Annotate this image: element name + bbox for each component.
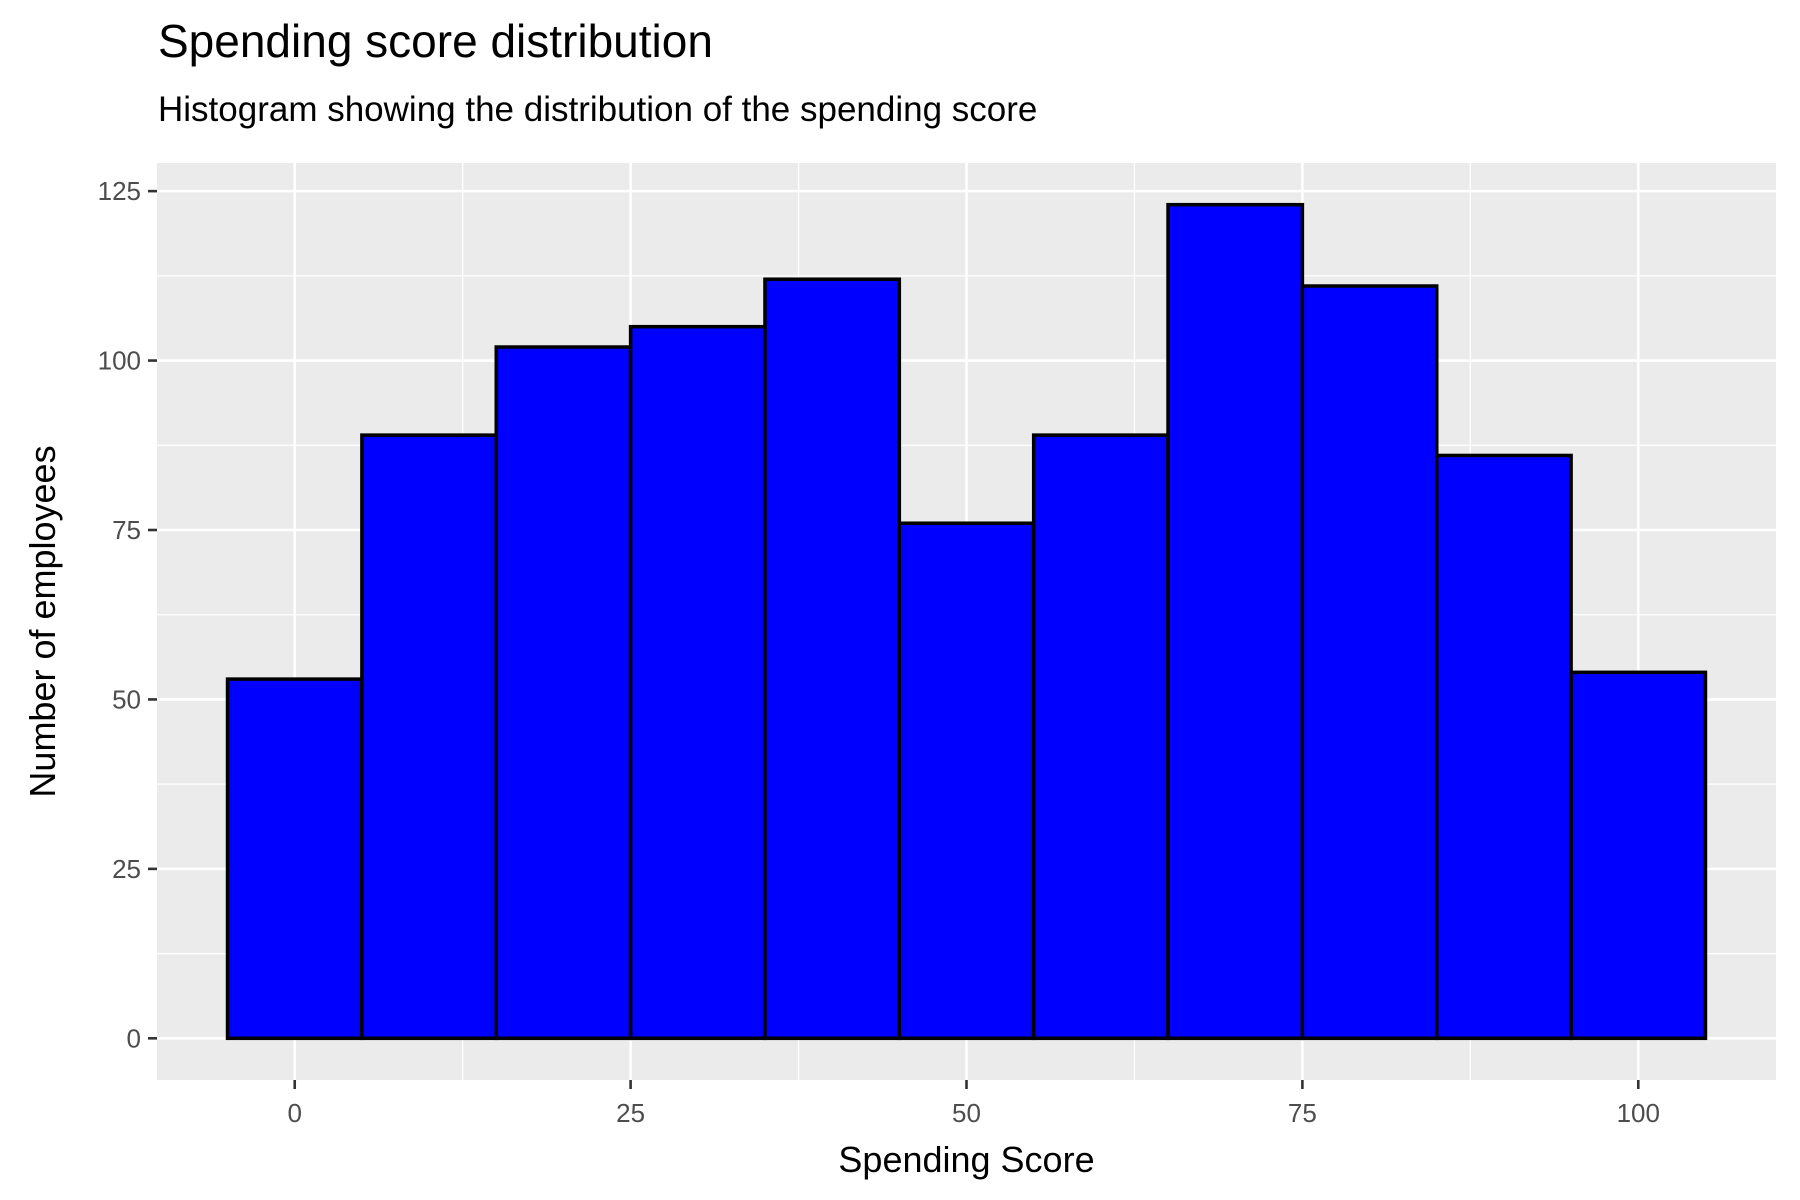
histogram-bar bbox=[494, 345, 633, 1041]
histogram-bar bbox=[897, 521, 1036, 1041]
y-tick-label: 125 bbox=[98, 176, 141, 206]
chart-title: Spending score distribution bbox=[158, 15, 713, 67]
histogram-bar bbox=[1300, 284, 1439, 1041]
histogram-bar bbox=[1569, 670, 1708, 1041]
y-tick-label: 0 bbox=[127, 1023, 141, 1053]
x-axis-title: Spending Score bbox=[838, 1139, 1094, 1180]
x-tick-label: 100 bbox=[1617, 1098, 1660, 1128]
y-axis-title: Number of employees bbox=[22, 445, 63, 797]
y-tick-label: 75 bbox=[112, 515, 141, 545]
histogram-bar bbox=[1166, 202, 1305, 1041]
axes: 0 25 50 75 100 0 25 50 75 100 125 bbox=[98, 176, 1660, 1128]
histogram-bar bbox=[360, 433, 499, 1041]
histogram-bar bbox=[628, 324, 767, 1041]
x-tick-label: 50 bbox=[952, 1098, 981, 1128]
histogram-bar bbox=[225, 677, 364, 1041]
bars bbox=[225, 202, 1708, 1041]
y-tick-label: 50 bbox=[112, 684, 141, 714]
y-tick-label: 25 bbox=[112, 854, 141, 884]
histogram-bar bbox=[1031, 433, 1170, 1041]
x-tick-label: 0 bbox=[287, 1098, 301, 1128]
histogram-bar bbox=[763, 277, 902, 1041]
x-tick-label: 75 bbox=[1288, 1098, 1317, 1128]
x-tick-label: 25 bbox=[616, 1098, 645, 1128]
y-tick-label: 100 bbox=[98, 346, 141, 376]
chart-subtitle: Histogram showing the distribution of th… bbox=[158, 90, 1038, 129]
histogram-bar bbox=[1434, 453, 1573, 1041]
